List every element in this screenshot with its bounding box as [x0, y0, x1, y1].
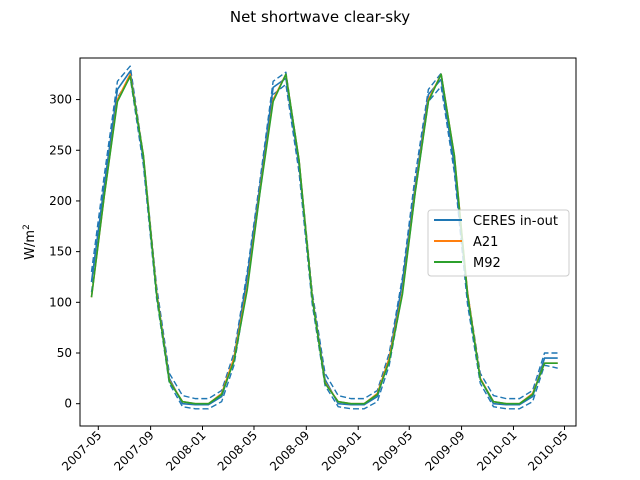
x-tick-label: 2009-01	[319, 428, 364, 473]
y-tick-label: 150	[49, 245, 72, 259]
legend-label-a21: A21	[473, 235, 498, 250]
y-tick-label: 300	[49, 93, 72, 107]
y-tick-label: 250	[49, 143, 72, 157]
x-axis: 2007-05 2007-09 2008-01 2008-05 2008-09 2009-…	[59, 426, 571, 474]
y-tick-label: 50	[57, 346, 72, 360]
x-tick-label: 2008-01	[163, 428, 208, 473]
legend-label-ceres-in-out: CERES in-out	[473, 214, 558, 229]
x-tick-label: 2009-09	[422, 428, 467, 473]
series-lower-bound-ceres-in-out	[90, 76, 558, 410]
y-axis-label-superscript: 2	[22, 224, 32, 230]
plot-frame	[79, 57, 577, 427]
x-tick-label: 2008-05	[215, 428, 260, 473]
series-line-m92	[90, 73, 558, 405]
plot-lines	[90, 65, 558, 410]
x-tick-label: 2009-05	[370, 428, 415, 473]
chart-title: Net shortwave clear-sky	[230, 8, 410, 26]
y-tick-label: 0	[64, 397, 72, 411]
legend: CERES in-out A21 M92	[427, 209, 570, 277]
legend-label-m92: M92	[473, 256, 501, 271]
legend-box	[427, 209, 570, 277]
x-tick-label: 2010-01	[474, 428, 519, 473]
y-axis-label: W/m2	[22, 224, 38, 260]
y-tick-label: 200	[49, 194, 72, 208]
y-axis-label-base: W/m	[23, 230, 38, 260]
y-tick-label: 100	[49, 295, 72, 309]
x-tick-label: 2007-09	[111, 428, 156, 473]
x-tick-label: 2007-05	[59, 428, 104, 473]
x-tick-label: 2010-05	[525, 428, 570, 473]
y-axis: 0 50 100 150 200 250 300	[49, 93, 80, 411]
x-tick-label: 2008-09	[267, 428, 312, 473]
